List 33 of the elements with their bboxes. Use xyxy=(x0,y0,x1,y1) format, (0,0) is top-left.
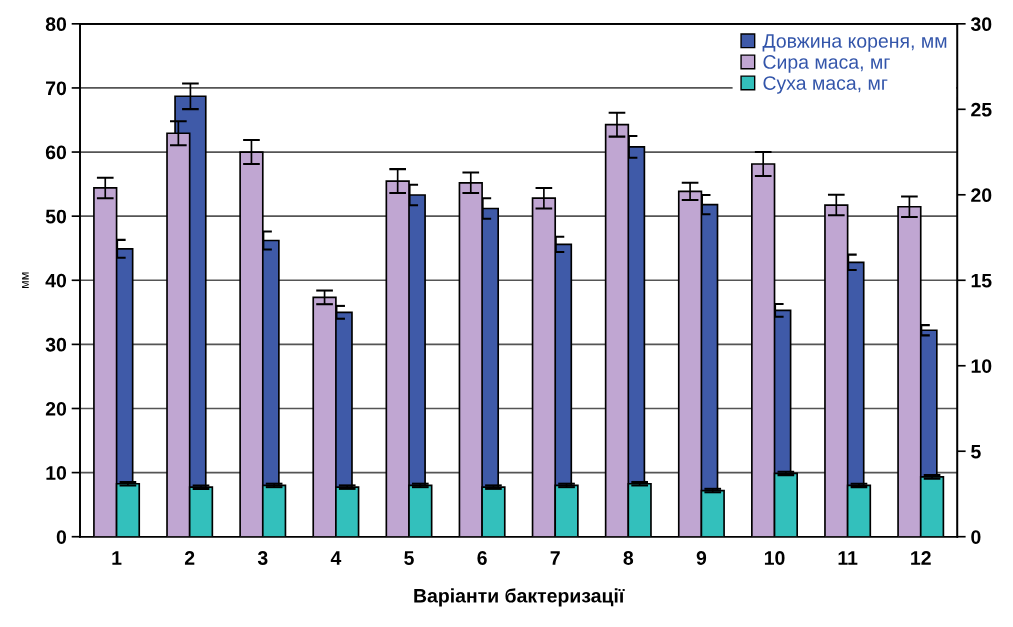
y-tick-label: 20 xyxy=(45,401,67,416)
y-axis-title: мм xyxy=(22,272,29,288)
legend-label: Довжина кореня, мм xyxy=(762,34,947,52)
x-axis-title: Варіанти бактеризації xyxy=(414,588,625,607)
y-tick-label: 0 xyxy=(56,530,67,544)
x-tick-label: 11 xyxy=(838,551,858,565)
y2-tick-label: 20 xyxy=(971,188,992,203)
legend-label: Суха маса, мг xyxy=(763,76,888,94)
x-tick-label: 6 xyxy=(477,551,487,565)
y-tick-label: 80 xyxy=(45,17,67,32)
x-tick-label: 4 xyxy=(330,551,342,565)
legend-label: Сира маса, мг xyxy=(763,55,890,73)
y-tick-label: 70 xyxy=(46,81,67,96)
y2-tick-label: 10 xyxy=(971,359,992,373)
x-tick-label: 12 xyxy=(911,551,931,565)
x-tick-label: 9 xyxy=(696,551,707,565)
y2-tick-label: 30 xyxy=(970,17,992,32)
x-tick-label: 2 xyxy=(184,551,195,565)
x-tick-label: 5 xyxy=(404,551,414,565)
y-tick-label: 50 xyxy=(45,209,67,224)
y2-tick-label: 15 xyxy=(971,273,992,288)
x-tick-label: 7 xyxy=(550,551,560,565)
y2-tick-label: 0 xyxy=(971,530,981,544)
x-tick-label: 10 xyxy=(764,551,785,565)
y-tick-label: 40 xyxy=(45,273,67,288)
x-tick-label: 1 xyxy=(112,551,122,565)
y2-tick-label: 5 xyxy=(971,444,981,459)
y-tick-label: 10 xyxy=(46,466,67,480)
y-tick-label: 30 xyxy=(45,337,67,352)
y2-tick-label: 25 xyxy=(971,102,992,117)
x-tick-label: 8 xyxy=(623,551,634,565)
y-tick-label: 60 xyxy=(45,145,67,160)
x-tick-label: 3 xyxy=(257,551,268,565)
